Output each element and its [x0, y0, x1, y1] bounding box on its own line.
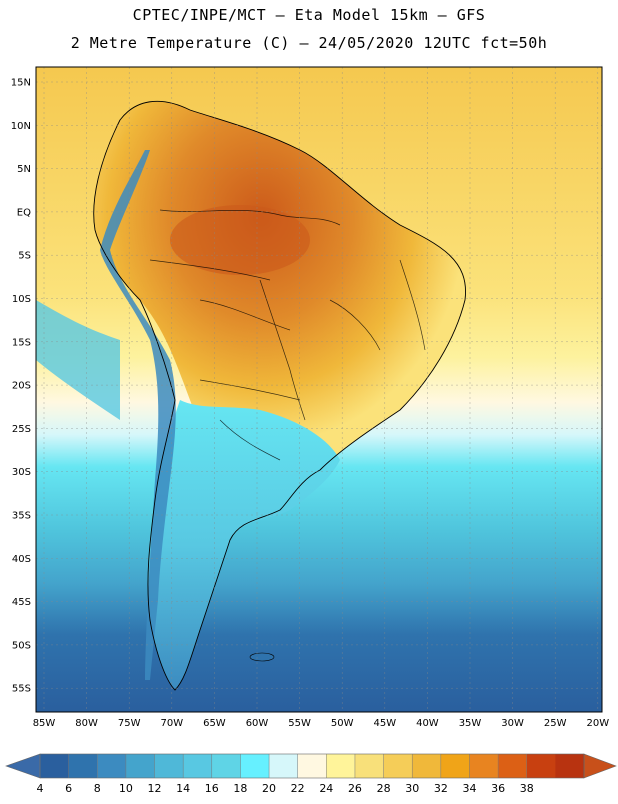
colorbar-label: 10	[119, 782, 133, 795]
lat-label: 15N	[11, 78, 31, 89]
colorbar: 4 6 8 10 12 14 16 18 20 22 24 26 28 30 32 34 36 38	[5, 753, 617, 795]
lon-label: 75W	[118, 718, 141, 729]
country-borders	[149, 209, 426, 461]
lat-label: 15S	[12, 337, 31, 348]
colorbar-label: 12	[148, 782, 162, 795]
colorbar-swatch	[526, 754, 556, 778]
colorbar-high-triangle	[583, 753, 617, 779]
lat-label: 40S	[12, 554, 31, 565]
lat-label: 5S	[18, 251, 31, 262]
colorbar-label: 16	[205, 782, 219, 795]
southern-cone-land	[147, 400, 340, 690]
lon-label: 85W	[33, 718, 56, 729]
lat-label: 5N	[17, 164, 31, 175]
amazon-hot-core	[170, 205, 310, 275]
andes-ridge	[100, 150, 176, 680]
colorbar-label: 36	[491, 782, 505, 795]
colorbar-label: 28	[377, 782, 391, 795]
lat-label: 35S	[12, 511, 31, 522]
colorbar-swatch	[97, 754, 127, 778]
lon-label: 25W	[544, 718, 567, 729]
colorbar-label: 18	[233, 782, 247, 795]
lon-label: 40W	[416, 718, 439, 729]
lon-label: 80W	[75, 718, 98, 729]
lon-label: 30W	[501, 718, 524, 729]
lat-label: 20S	[12, 381, 31, 392]
lat-label: 50S	[12, 640, 31, 651]
colorbar-swatch	[183, 754, 213, 778]
colorbar-label: 22	[291, 782, 305, 795]
colorbar-label: 32	[434, 782, 448, 795]
lat-label: 10S	[12, 294, 31, 305]
colorbar-label: 38	[520, 782, 534, 795]
colorbar-swatch	[326, 754, 356, 778]
lon-label: 70W	[160, 718, 183, 729]
latitude-axis: 15N 10N 5N EQ 5S 10S 15S 20S 25S 30S 35S 40S 45S 50S 5…	[11, 78, 31, 695]
lat-label: EQ	[17, 207, 31, 218]
colorbar-label: 4	[37, 782, 44, 795]
colorbar-swatch	[412, 754, 442, 778]
pacific-cool-band	[36, 300, 120, 420]
colorbar-swatch	[440, 754, 470, 778]
colorbar-swatch	[269, 754, 298, 778]
colorbar-label: 6	[65, 782, 72, 795]
colorbar-label: 30	[405, 782, 419, 795]
colorbar-swatch	[555, 754, 585, 778]
lat-label: 45S	[12, 597, 31, 608]
lon-label: 45W	[373, 718, 396, 729]
lon-label: 65W	[203, 718, 226, 729]
falkland-islands	[249, 652, 275, 662]
colorbar-swatch	[40, 754, 69, 778]
lat-label: 30S	[12, 467, 31, 478]
colorbar-swatch	[498, 754, 528, 778]
colorbar-swatch	[211, 754, 241, 778]
colorbar-label: 26	[348, 782, 362, 795]
colorbar-label: 34	[462, 782, 476, 795]
south-america-land	[93, 101, 466, 516]
colorbar-swatch	[383, 754, 413, 778]
colorbar-label: 14	[176, 782, 190, 795]
lon-label: 60W	[246, 718, 269, 729]
colorbar-label: 24	[319, 782, 333, 795]
lon-label: 50W	[331, 718, 354, 729]
colorbar-swatch	[125, 754, 155, 778]
longitude-axis: 85W 80W 75W 70W 65W 60W 55W 50W 45W 40W 35W 30W 25W 2…	[33, 718, 610, 729]
coastline	[93, 100, 466, 691]
colorbar-swatch	[240, 754, 270, 778]
lat-label: 10N	[11, 121, 31, 132]
lon-label: 20W	[586, 718, 609, 729]
colorbar-label: 20	[262, 782, 276, 795]
colorbar-swatch	[354, 754, 384, 778]
colorbar-swatch	[469, 754, 499, 778]
colorbar-swatch	[297, 754, 327, 778]
colorbar-swatch	[68, 754, 98, 778]
grid-lines	[36, 67, 602, 712]
lat-label: 55S	[12, 684, 31, 695]
map-title-line2: 2 Metre Temperature (C) – 24/05/2020 12U…	[70, 34, 548, 52]
map-title-line1: CPTEC/INPE/MCT – Eta Model 15km – GFS	[132, 6, 486, 24]
lon-label: 55W	[288, 718, 311, 729]
colorbar-label: 8	[94, 782, 101, 795]
lon-label: 35W	[459, 718, 482, 729]
colorbar-low-triangle	[5, 753, 41, 779]
plot-frame	[35, 66, 603, 713]
lat-label: 25S	[12, 424, 31, 435]
colorbar-swatch	[154, 754, 184, 778]
